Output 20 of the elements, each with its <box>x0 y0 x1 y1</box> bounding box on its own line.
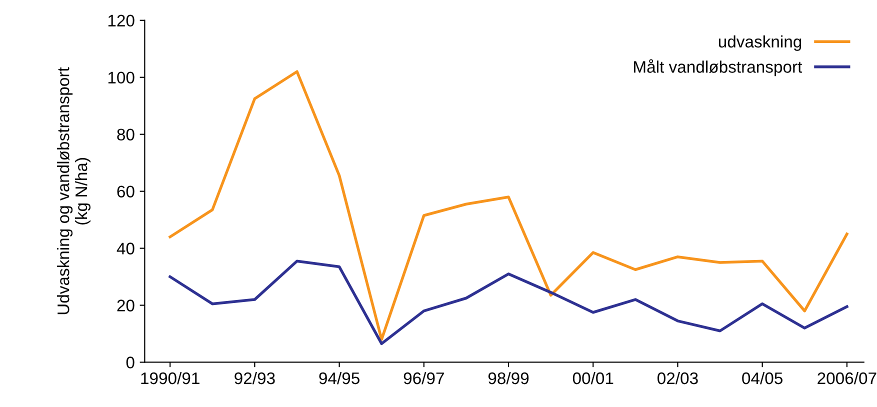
x-tick-label: 02/03 <box>658 372 698 384</box>
x-tick-label: 92/93 <box>234 372 275 384</box>
legend-label: udvaskning <box>718 35 802 51</box>
x-tick-label: 04/05 <box>742 372 782 384</box>
x-tick-label: 2006/07 <box>818 372 876 384</box>
y-tick-label: 120 <box>108 14 134 27</box>
x-tick-label: 00/01 <box>572 372 614 384</box>
y-tick-label: 20 <box>117 300 134 312</box>
line-series <box>168 260 848 346</box>
y-tick-label: 40 <box>116 242 134 254</box>
x-tick-label: 1990/91 <box>141 372 200 384</box>
y-tick-label: 80 <box>117 128 134 141</box>
x-tick-label: 94/95 <box>319 372 360 384</box>
x-tick-label: 98/99 <box>488 372 529 384</box>
x-tick-label: 96/97 <box>404 372 444 384</box>
y-tick-label: 100 <box>108 72 134 84</box>
legend-label: Målt vandløbstransport <box>634 59 802 76</box>
y-tick-label: 60 <box>117 186 134 198</box>
y-axis-title: Udvaskning og vandløbstransport (kg N/ha) <box>57 67 91 314</box>
y-tick-label: 0 <box>126 356 134 368</box>
